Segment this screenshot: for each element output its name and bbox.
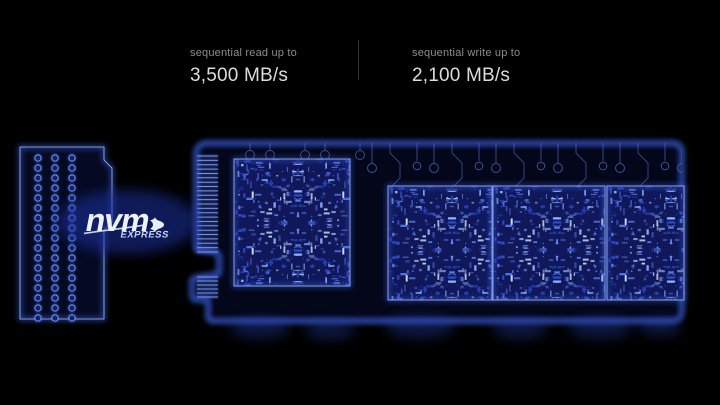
svg-text:EXPRESS: EXPRESS: [119, 230, 170, 241]
